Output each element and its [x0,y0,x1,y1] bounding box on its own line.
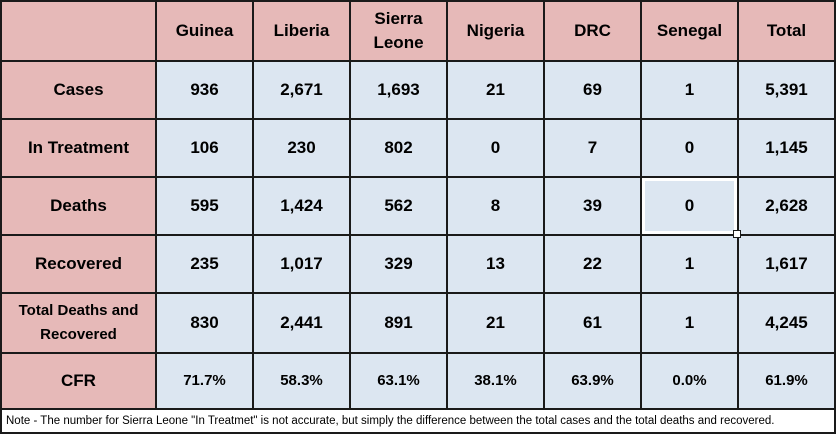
column-header-drc[interactable]: DRC [543,0,642,62]
table-cell[interactable]: 2,628 [737,176,836,236]
column-header-senegal[interactable]: Senegal [640,0,739,62]
table-cell[interactable]: 58.3% [252,352,351,410]
table-cell[interactable]: 235 [155,234,254,294]
table-cell[interactable]: 891 [349,292,448,354]
table-cell[interactable]: 0 [446,118,545,178]
row-header-recovered[interactable]: Recovered [0,234,157,294]
column-header-total[interactable]: Total [737,0,836,62]
table-cell[interactable]: 7 [543,118,642,178]
row-header-in-treatment[interactable]: In Treatment [0,118,157,178]
table-cell[interactable]: 71.7% [155,352,254,410]
table-row-recovered: Recovered 235 1,017 329 13 22 1 1,617 [0,234,836,294]
fill-handle[interactable] [733,230,741,238]
table-cell[interactable]: 63.9% [543,352,642,410]
column-header-nigeria[interactable]: Nigeria [446,0,545,62]
table-cell[interactable]: 4,245 [737,292,836,354]
table-cell[interactable]: 1,424 [252,176,351,236]
table-cell[interactable]: 38.1% [446,352,545,410]
table-cell[interactable]: 329 [349,234,448,294]
table-cell[interactable]: 830 [155,292,254,354]
table-cell[interactable]: 1,017 [252,234,351,294]
column-header-sierra-leone[interactable]: Sierra Leone [349,0,448,62]
column-header-guinea[interactable]: Guinea [155,0,254,62]
table-row-cfr: CFR 71.7% 58.3% 63.1% 38.1% 63.9% 0.0% 6… [0,352,836,410]
table-cell[interactable]: 22 [543,234,642,294]
table-cell[interactable]: 61.9% [737,352,836,410]
row-header-cfr[interactable]: CFR [0,352,157,410]
table-cell[interactable]: 63.1% [349,352,448,410]
row-header-total-deaths-recovered[interactable]: Total Deaths and Recovered [0,292,157,354]
table-cell[interactable]: 0 [640,118,739,178]
table-cell[interactable]: 1,145 [737,118,836,178]
column-header-liberia[interactable]: Liberia [252,0,351,62]
selected-cell[interactable]: 0 [640,176,741,238]
table-row-cases: Cases 936 2,671 1,693 21 69 1 5,391 [0,60,836,120]
table-row-in-treatment: In Treatment 106 230 802 0 7 0 1,145 [0,118,836,178]
footnote[interactable]: Note - The number for Sierra Leone "In T… [0,408,836,434]
table-cell[interactable]: 0.0% [640,352,739,410]
table-cell[interactable]: 8 [446,176,545,236]
table-cell[interactable]: 1 [640,60,739,120]
row-header-deaths[interactable]: Deaths [0,176,157,236]
table-cell[interactable]: 5,391 [737,60,836,120]
header-row: Guinea Liberia Sierra Leone Nigeria DRC … [0,0,836,62]
selected-cell-value: 0 [684,196,695,215]
table-cell[interactable]: 61 [543,292,642,354]
table-cell[interactable]: 21 [446,60,545,120]
table-cell[interactable]: 595 [155,176,254,236]
table-cell[interactable]: 802 [349,118,448,178]
table-cell[interactable]: 21 [446,292,545,354]
table-cell[interactable]: 562 [349,176,448,236]
table-cell[interactable]: 936 [155,60,254,120]
table-cell[interactable]: 1,693 [349,60,448,120]
table-cell[interactable]: 39 [543,176,642,236]
table-cell[interactable]: 1,617 [737,234,836,294]
table-cell[interactable]: 106 [155,118,254,178]
table-cell[interactable]: 2,671 [252,60,351,120]
note-row: Note - The number for Sierra Leone "In T… [0,408,836,434]
table-cell[interactable]: 1 [640,234,739,294]
table-cell[interactable]: 69 [543,60,642,120]
table-cell[interactable]: 13 [446,234,545,294]
table-row-total-deaths-recovered: Total Deaths and Recovered 830 2,441 891… [0,292,836,354]
header-corner-cell[interactable] [0,0,157,62]
table-cell[interactable]: 1 [640,292,739,354]
table-row-deaths: Deaths 595 1,424 562 8 39 0 2,628 [0,176,836,238]
table-cell[interactable]: 230 [252,118,351,178]
table-cell[interactable]: 2,441 [252,292,351,354]
row-header-cases[interactable]: Cases [0,60,157,120]
